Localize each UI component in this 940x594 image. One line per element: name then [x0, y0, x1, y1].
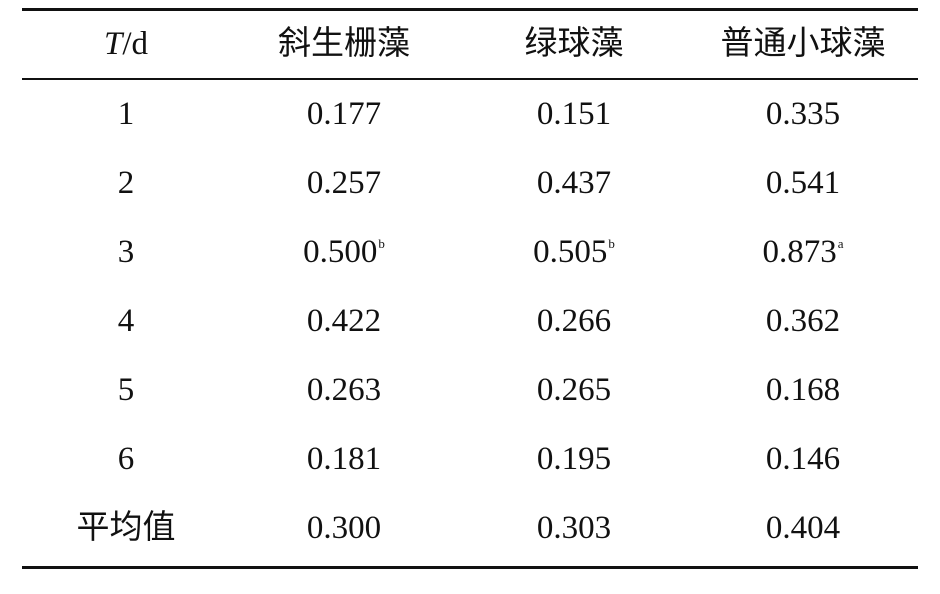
- header-cell: 斜生栅藻: [278, 26, 410, 62]
- value: 0.362: [765, 303, 841, 339]
- header-cell: 普通小球藻: [720, 26, 886, 62]
- value-cell: 0.177: [229, 80, 459, 149]
- value: 0.257: [306, 165, 382, 201]
- significance-mark: a: [837, 236, 844, 251]
- value: 0.303: [536, 510, 612, 546]
- header-variable: T: [103, 26, 123, 62]
- value-cell: 0.422: [229, 287, 459, 356]
- value: 0.437: [536, 165, 612, 201]
- top-rule: [22, 8, 918, 11]
- value: 0.181: [306, 441, 382, 477]
- value: 0.300: [306, 510, 382, 546]
- row-label: 平均值: [76, 510, 176, 546]
- value-cell: 0.195: [459, 425, 689, 494]
- value: 0.146: [765, 441, 841, 477]
- value: 0.265: [536, 372, 612, 408]
- value-cell: 0.303: [459, 494, 689, 563]
- value: 0.873: [762, 234, 837, 270]
- header-cell: T/d: [11, 10, 241, 79]
- value: 0.263: [306, 372, 382, 408]
- value-cell: 0.263: [229, 356, 459, 425]
- value: 0.195: [536, 441, 612, 477]
- value-cell: 0.300: [229, 494, 459, 563]
- row-label: 4: [117, 303, 135, 339]
- value-cell: 0.146: [688, 425, 918, 494]
- value: 0.335: [765, 96, 841, 132]
- value-cell: 0.500b: [229, 218, 459, 287]
- row-label: 1: [117, 96, 135, 132]
- value-cell: 0.362: [688, 287, 918, 356]
- value: 0.422: [306, 303, 382, 339]
- value-cell: 0.541: [688, 149, 918, 218]
- value: 0.404: [765, 510, 841, 546]
- value-cell: 0.168: [688, 356, 918, 425]
- value-cell: 0.265: [459, 356, 689, 425]
- significance-mark: b: [378, 236, 385, 251]
- header-rule: [22, 78, 918, 80]
- value-cell: 0.873a: [688, 218, 918, 287]
- value-cell: 0.335: [688, 80, 918, 149]
- header-cell: 绿球藻: [524, 26, 624, 62]
- value: 0.177: [306, 96, 382, 132]
- value-cell: 0.151: [459, 80, 689, 149]
- value-cell: 0.404: [688, 494, 918, 563]
- value: 0.505: [533, 234, 608, 270]
- value-cell: 0.266: [459, 287, 689, 356]
- value: 0.266: [536, 303, 612, 339]
- row-label: 5: [117, 372, 135, 408]
- value: 0.151: [536, 96, 612, 132]
- header-unit: /d: [122, 26, 149, 62]
- significance-mark: b: [608, 236, 615, 251]
- bottom-rule: [22, 566, 918, 569]
- value-cell: 0.437: [459, 149, 689, 218]
- row-label: 6: [117, 441, 135, 477]
- value: 0.541: [765, 165, 841, 201]
- row-label: 3: [117, 234, 135, 270]
- value-cell: 0.257: [229, 149, 459, 218]
- value-cell: 0.505b: [459, 218, 689, 287]
- value-cell: 0.181: [229, 425, 459, 494]
- value: 0.168: [765, 372, 841, 408]
- value: 0.500: [303, 234, 378, 270]
- row-label: 2: [117, 165, 135, 201]
